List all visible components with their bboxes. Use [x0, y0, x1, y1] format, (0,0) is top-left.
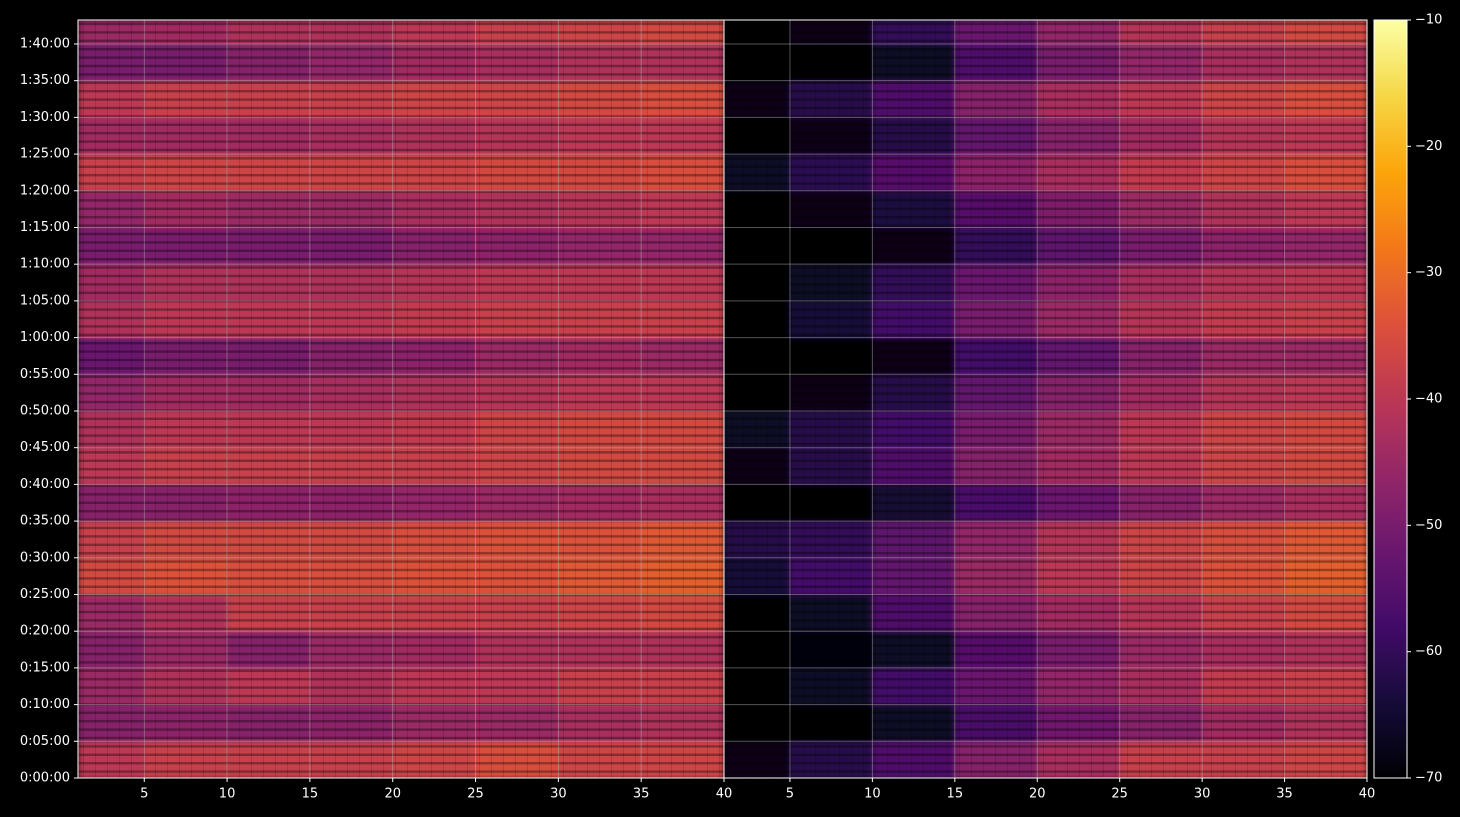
x-tick-label: 35 [633, 787, 650, 802]
x-tick-label: 40 [1359, 787, 1376, 802]
x-tick-label: 35 [1276, 787, 1293, 802]
y-tick-label: 0:35:00 [20, 514, 70, 529]
x-tick-label: 20 [1029, 787, 1046, 802]
colorbar-tick-label: −30 [1415, 265, 1442, 280]
y-tick-label: 1:00:00 [20, 330, 70, 345]
x-tick-label: 5 [140, 787, 148, 802]
y-tick-label: 0:00:00 [20, 771, 70, 786]
y-tick-label: 1:20:00 [20, 183, 70, 198]
y-tick-label: 1:40:00 [20, 36, 70, 51]
heatmap-cells [78, 20, 724, 778]
row-texture [724, 20, 1367, 778]
y-tick-label: 1:15:00 [20, 220, 70, 235]
colorbar-tick-label: −20 [1415, 139, 1442, 154]
y-tick-label: 0:25:00 [20, 587, 70, 602]
x-tick-label: 25 [467, 787, 484, 802]
y-tick-label: 0:15:00 [20, 660, 70, 675]
x-tick-label: 15 [302, 787, 319, 802]
y-tick-label: 1:10:00 [20, 257, 70, 272]
x-tick-label: 10 [864, 787, 881, 802]
heatmap-cells [724, 20, 1367, 778]
y-tick-label: 0:05:00 [20, 734, 70, 749]
y-tick-label: 1:35:00 [20, 73, 70, 88]
colorbar [1373, 19, 1408, 779]
y-tick-label: 0:55:00 [20, 367, 70, 382]
colorbar-tick-label: −50 [1415, 518, 1442, 533]
y-tick-label: 0:30:00 [20, 550, 70, 565]
colorbar-tick-label: −60 [1415, 644, 1442, 659]
colorbar-tick-label: −40 [1415, 392, 1442, 407]
y-tick-label: 0:10:00 [20, 697, 70, 712]
y-tick-label: 1:25:00 [20, 147, 70, 162]
plot-frame [723, 19, 1368, 779]
colorbar-tick-label: −10 [1415, 13, 1442, 28]
x-tick-label: 10 [219, 787, 236, 802]
y-tick-label: 0:20:00 [20, 624, 70, 639]
y-tick-label: 0:45:00 [20, 440, 70, 455]
y-tick-label: 0:50:00 [20, 403, 70, 418]
x-tick-label: 15 [947, 787, 964, 802]
x-tick-label: 30 [1194, 787, 1211, 802]
x-tick-label: 25 [1111, 787, 1128, 802]
y-tick-label: 1:05:00 [20, 293, 70, 308]
x-tick-label: 5 [786, 787, 794, 802]
colorbar-tick-label: −70 [1415, 771, 1442, 786]
x-tick-label: 30 [550, 787, 567, 802]
y-tick-label: 0:40:00 [20, 477, 70, 492]
x-tick-label: 20 [384, 787, 401, 802]
y-tick-label: 1:30:00 [20, 110, 70, 125]
x-tick-label: 40 [716, 787, 733, 802]
row-texture [78, 20, 724, 778]
